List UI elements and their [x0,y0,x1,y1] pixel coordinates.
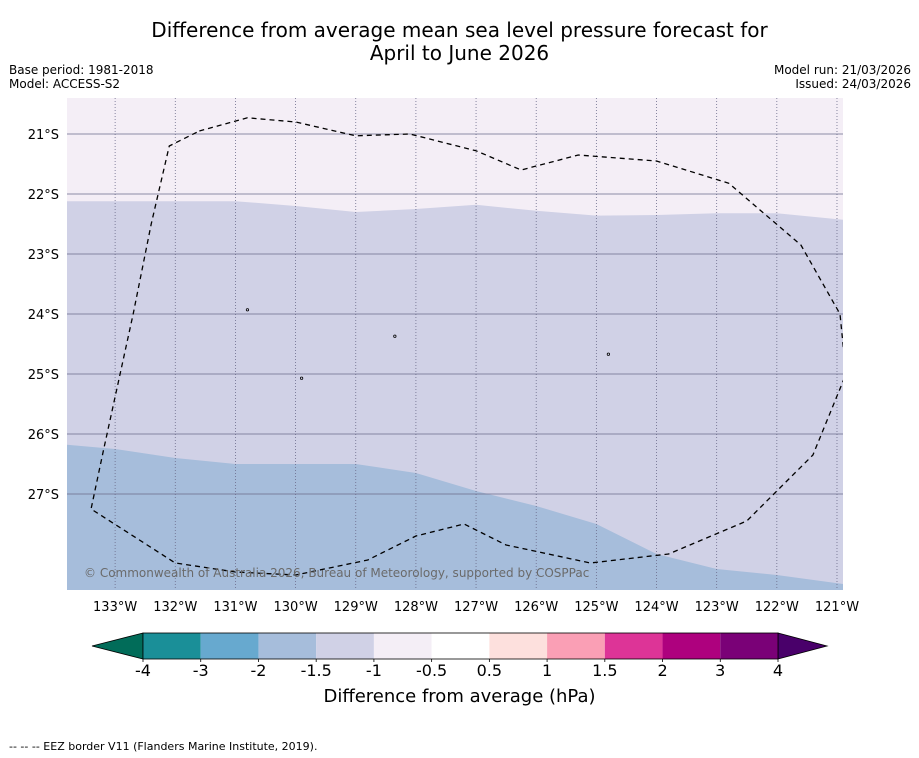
colorbar-segment [431,633,490,659]
colorbar-segment [720,633,778,659]
colorbar-tick-label: -4 [135,661,151,680]
y-tick-label: 25°S [28,368,59,383]
colorbar-segment [373,633,432,659]
colorbar-tick-label: -1.5 [301,661,332,680]
colorbar-tick-label: 2 [657,661,667,680]
y-tick-label: 27°S [28,488,59,503]
colorbar-tick-label: -2 [250,661,266,680]
plot-area: © Commonwealth of Australia 2026, Bureau… [67,98,843,590]
issued-date: Issued: 24/03/2026 [795,77,911,91]
colorbar: -4 -3 -2 -1.5 -1 -0.5 0.5 1 1.5 2 3 4 [91,632,829,680]
colorbar-tick-label: 0.5 [477,661,502,680]
colorbar-segment [489,633,548,659]
colorbar-segment [547,633,605,659]
base-period: Base period: 1981-2018 [9,63,154,77]
colorbar-frame [142,632,779,660]
island [393,334,397,338]
chart-title-line1: Difference from average mean sea level p… [151,18,768,42]
x-tick-label: 125°W [574,600,618,615]
colorbar-tick-label: 4 [773,661,783,680]
x-tick-label: 121°W [815,600,859,615]
colorbar-segment [662,633,721,659]
colorbar-segment [258,633,317,659]
colorbar-tick-label: 1 [542,661,552,680]
y-tick-label: 24°S [28,308,59,323]
colorbar-segment [604,633,663,659]
y-tick-label: 22°S [28,188,59,203]
x-tick-label: 124°W [634,600,678,615]
y-tick-label: 26°S [28,428,59,443]
axes: 133°W 132°W 131°W 130°W 129°W 128°W 127°W 126°W… [28,128,860,615]
watermark-text: © Commonwealth of Australia 2026, Bureau… [84,566,589,580]
x-tick-label: 129°W [334,600,378,615]
island [606,352,610,356]
meta-right: Model run: 21/03/2026 Issued: 24/03/2026 [774,63,911,91]
island [300,376,304,380]
colorbar-tick-label: -3 [193,661,209,680]
y-tick-label: 23°S [28,248,59,263]
x-tick-label: 131°W [213,600,257,615]
colorbar-tick-label: 1.5 [592,661,617,680]
colorbar-segment [316,633,374,659]
x-tick-label: 132°W [153,600,197,615]
colorbar-over-arrow [777,632,829,660]
meta-left: Base period: 1981-2018 Model: ACCESS-S2 [9,63,154,91]
x-tick-label: 127°W [454,600,498,615]
x-tick-label: 128°W [394,600,438,615]
x-tick-label: 130°W [274,600,318,615]
colorbar-tick-label: -1 [366,661,382,680]
x-tick-label: 133°W [93,600,137,615]
colorbar-segment [143,633,201,659]
chart-title-line2: April to June 2026 [369,41,550,65]
eez-footnote: -- -- -- EEZ border V11 (Flanders Marine… [9,740,318,753]
colorbar-tick-label: -0.5 [416,661,447,680]
colorbar-label: Difference from average (hPa) [323,686,596,707]
colorbar-tick-label: 3 [715,661,725,680]
band-fill [67,444,843,590]
model-name: Model: ACCESS-S2 [9,77,121,91]
y-tick-label: 21°S [28,128,59,143]
island [245,308,250,312]
colorbar-segment [200,633,259,659]
x-tick-label: 122°W [755,600,799,615]
colorbar-under-arrow [91,632,144,660]
chart-title: Difference from average mean sea level p… [0,19,919,65]
eez-border [90,117,843,576]
x-tick-label: 123°W [695,600,739,615]
model-run: Model run: 21/03/2026 [773,63,911,77]
x-tick-label: 126°W [514,600,558,615]
